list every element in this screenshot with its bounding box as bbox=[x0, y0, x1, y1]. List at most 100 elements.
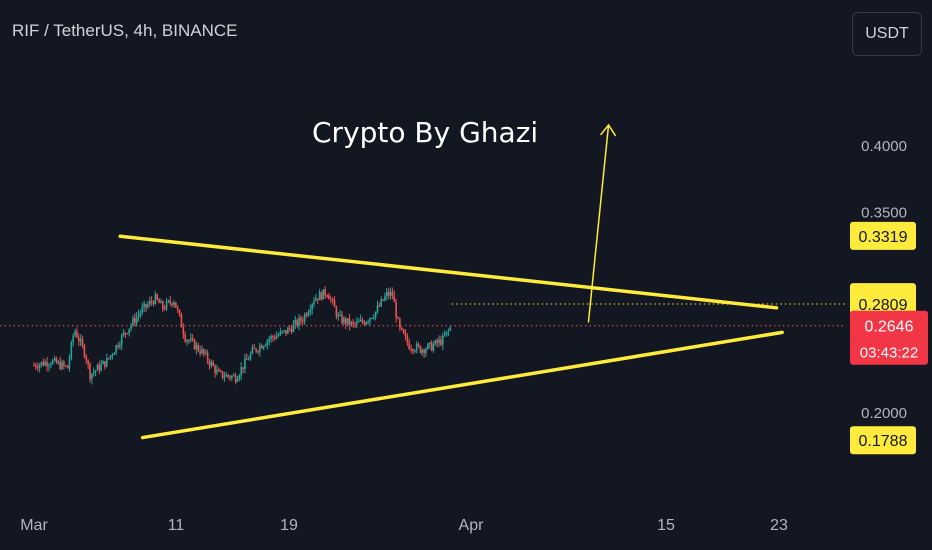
candle-body bbox=[328, 295, 330, 300]
candle-body bbox=[203, 349, 205, 354]
candle bbox=[83, 343, 86, 359]
candle bbox=[137, 309, 140, 322]
candle-body bbox=[395, 302, 397, 318]
candle-body bbox=[255, 348, 257, 352]
candle-body bbox=[358, 321, 360, 323]
candle-body bbox=[72, 335, 74, 343]
candle-body bbox=[91, 373, 93, 380]
last-price-box bbox=[850, 310, 928, 365]
candle bbox=[236, 375, 239, 383]
candle-body bbox=[208, 360, 211, 366]
candle-body bbox=[68, 357, 71, 369]
candle bbox=[148, 296, 151, 308]
candle bbox=[425, 347, 427, 357]
candle bbox=[219, 369, 222, 373]
candle-body bbox=[143, 303, 145, 308]
candle-body bbox=[35, 365, 37, 368]
trendline-upper bbox=[118, 234, 779, 310]
candle-body bbox=[40, 361, 43, 365]
candle-body bbox=[195, 344, 198, 350]
candle bbox=[309, 304, 312, 316]
candle bbox=[36, 362, 39, 372]
arrow-shaft bbox=[587, 124, 610, 323]
candle-body bbox=[53, 358, 56, 361]
candle-body bbox=[281, 331, 284, 333]
candle bbox=[55, 356, 58, 364]
candle bbox=[210, 359, 213, 369]
candle-body bbox=[449, 327, 452, 331]
candle bbox=[139, 309, 142, 319]
candle-body bbox=[197, 344, 200, 351]
candle-body bbox=[98, 364, 101, 371]
candle bbox=[246, 353, 248, 360]
candle-body bbox=[412, 349, 414, 352]
price-axis[interactable]: 0.40000.35000.20000.33190.28600.28090.24… bbox=[850, 138, 928, 455]
price-label-text: 0.1788 bbox=[859, 433, 908, 450]
candle-body bbox=[160, 301, 162, 304]
candle-body bbox=[285, 330, 287, 334]
candle bbox=[81, 335, 84, 349]
candle-body bbox=[229, 376, 231, 379]
candle bbox=[346, 318, 349, 326]
candle-body bbox=[48, 365, 50, 367]
currency-button[interactable]: USDT bbox=[852, 12, 922, 56]
drawing-overlays bbox=[0, 123, 846, 440]
candle-body bbox=[150, 300, 153, 303]
candle bbox=[393, 290, 396, 303]
candle bbox=[35, 362, 37, 370]
candle bbox=[260, 343, 263, 349]
candle bbox=[294, 315, 297, 329]
candle-body bbox=[158, 299, 160, 304]
candle-body bbox=[154, 294, 157, 305]
candle bbox=[408, 338, 410, 350]
candle bbox=[421, 348, 424, 356]
candle-body bbox=[361, 319, 364, 323]
symbol-title[interactable]: RIF / TetherUS, 4h, BINANCE bbox=[12, 21, 238, 40]
candle bbox=[318, 288, 321, 301]
candle-body bbox=[111, 354, 114, 356]
candle-body bbox=[302, 320, 304, 322]
candle-body bbox=[279, 331, 282, 335]
candle-body bbox=[113, 352, 116, 355]
candle bbox=[315, 294, 317, 302]
candle-body bbox=[337, 315, 340, 317]
candle-body bbox=[44, 361, 46, 366]
arrow-head bbox=[599, 123, 617, 137]
price-label-text: 0.2809 bbox=[859, 297, 908, 314]
candle bbox=[223, 371, 226, 382]
candle bbox=[358, 318, 360, 323]
candle-body bbox=[290, 328, 293, 332]
candle-body bbox=[92, 372, 95, 374]
candle bbox=[307, 309, 310, 317]
time-axis[interactable]: Mar 11 19 Apr 15 23 bbox=[20, 517, 788, 534]
price-label-box bbox=[850, 221, 916, 250]
candle bbox=[96, 363, 99, 371]
candle bbox=[169, 295, 172, 307]
candle-body bbox=[38, 364, 41, 369]
candle-body bbox=[367, 321, 369, 323]
candle bbox=[111, 353, 114, 360]
time-tick-label: 23 bbox=[770, 517, 788, 534]
candle bbox=[141, 302, 144, 316]
candle-body bbox=[315, 298, 317, 301]
candle bbox=[53, 355, 56, 362]
candle bbox=[128, 328, 130, 337]
candle bbox=[227, 373, 229, 379]
candle bbox=[124, 332, 127, 339]
candle bbox=[180, 312, 183, 328]
candle bbox=[48, 362, 50, 372]
candle bbox=[356, 317, 358, 328]
candle-body bbox=[322, 289, 325, 300]
candle bbox=[365, 321, 368, 326]
candle-body bbox=[443, 335, 446, 337]
candle bbox=[404, 329, 407, 341]
candle bbox=[154, 290, 157, 305]
candle-body bbox=[66, 365, 69, 369]
candle-body bbox=[119, 345, 121, 348]
candle-body bbox=[171, 303, 173, 306]
candle-body bbox=[63, 362, 65, 366]
candle bbox=[281, 330, 284, 334]
candle bbox=[320, 291, 323, 301]
candle-body bbox=[386, 291, 388, 297]
